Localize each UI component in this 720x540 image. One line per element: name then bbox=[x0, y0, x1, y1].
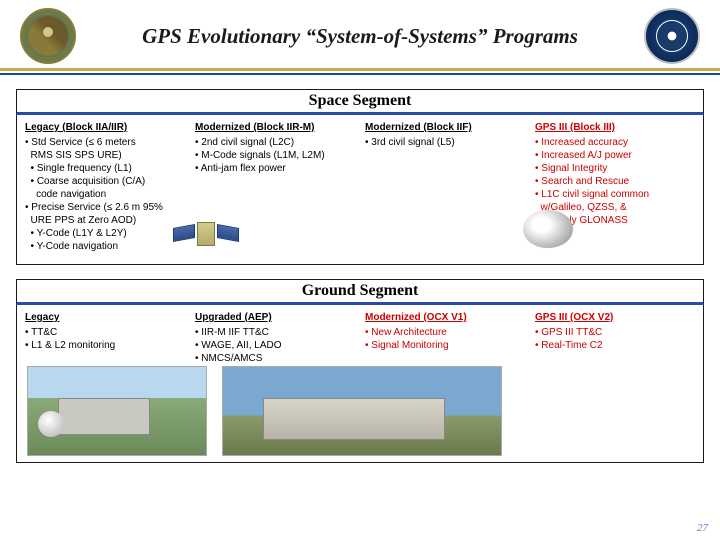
space-segment-title: Space Segment bbox=[309, 92, 412, 110]
column-heading: Modernized (Block IIF) bbox=[365, 121, 525, 134]
bullet-line: • New Architecture bbox=[365, 326, 525, 339]
bullet-line: • Real-Time C2 bbox=[535, 339, 695, 352]
bullet-line: • GPS III TT&C bbox=[535, 326, 695, 339]
divider-blue bbox=[0, 73, 720, 75]
bullet-line: • Search and Rescue bbox=[535, 175, 695, 188]
bullet-line: • Anti-jam flex power bbox=[195, 162, 355, 175]
bullet-line: URE PPS at Zero AOD) bbox=[25, 214, 185, 227]
space-segment-header: Space Segment bbox=[16, 89, 704, 115]
bullet-line: • Std Service (≤ 6 meters bbox=[25, 136, 185, 149]
ground-segment-body: Legacy • TT&C• L1 & L2 monitoring Upgraded… bbox=[16, 305, 704, 463]
ground-station-photo-1 bbox=[27, 366, 207, 456]
bullet-line: • L1C civil signal common bbox=[535, 188, 695, 201]
bullet-line: • Single frequency (L1) bbox=[25, 162, 185, 175]
column-heading: Modernized (Block IIR-M) bbox=[195, 121, 355, 134]
column: Modernized (Block IIF) • 3rd civil signal… bbox=[365, 121, 525, 256]
bullet-line: • L1 & L2 monitoring bbox=[25, 339, 185, 352]
bullet-line: • IIR-M IIF TT&C bbox=[195, 326, 355, 339]
bullet-line: • 2nd civil signal (L2C) bbox=[195, 136, 355, 149]
page-number: 27 bbox=[697, 522, 708, 534]
column-heading: GPS III (Block III) bbox=[535, 121, 695, 134]
column-heading: Upgraded (AEP) bbox=[195, 311, 355, 324]
bullet-line: • Coarse acquisition (C/A) bbox=[25, 175, 185, 188]
bullet-line: • Increased accuracy bbox=[535, 136, 695, 149]
ground-station-photo-2 bbox=[222, 366, 502, 456]
bullet-line: • Signal Integrity bbox=[535, 162, 695, 175]
bullet-line: • 3rd civil signal (L5) bbox=[365, 136, 525, 149]
satellite-icon bbox=[177, 210, 237, 260]
bullet-line: RMS SIS SPS URE) bbox=[25, 149, 185, 162]
ground-segment-title: Ground Segment bbox=[302, 282, 419, 300]
bullet-line: code navigation bbox=[25, 188, 185, 201]
dod-seal bbox=[644, 8, 700, 64]
state-dept-seal bbox=[20, 8, 76, 64]
column: GPS III (OCX V2) • GPS III TT&C• Real-Tim… bbox=[535, 311, 695, 454]
divider-gold bbox=[0, 68, 720, 71]
slide-header: GPS Evolutionary “System-of-Systems” Pro… bbox=[0, 0, 720, 68]
ground-segment-header: Ground Segment bbox=[16, 279, 704, 305]
slide-title: GPS Evolutionary “System-of-Systems” Pro… bbox=[88, 24, 632, 49]
bullet-line: • Increased A/J power bbox=[535, 149, 695, 162]
bullet-line: • WAGE, AII, LADO bbox=[195, 339, 355, 352]
bullet-line: • Y-Code (L1Y & L2Y) bbox=[25, 227, 185, 240]
bullet-line: • NMCS/AMCS bbox=[195, 352, 355, 365]
column-heading: Modernized (OCX V1) bbox=[365, 311, 525, 324]
bullet-line: • Precise Service (≤ 2.6 m 95% bbox=[25, 201, 185, 214]
column: Legacy (Block IIA/IIR) • Std Service (≤ 6… bbox=[25, 121, 185, 256]
column-heading: GPS III (OCX V2) bbox=[535, 311, 695, 324]
bullet-line: • TT&C bbox=[25, 326, 185, 339]
column-heading: Legacy (Block IIA/IIR) bbox=[25, 121, 185, 134]
bullet-line: • M-Code signals (L1M, L2M) bbox=[195, 149, 355, 162]
column-heading: Legacy bbox=[25, 311, 185, 324]
space-segment-body: Legacy (Block IIA/IIR) • Std Service (≤ 6… bbox=[16, 115, 704, 265]
bullet-line: • Y-Code navigation bbox=[25, 240, 185, 253]
bullet-line: • Signal Monitoring bbox=[365, 339, 525, 352]
